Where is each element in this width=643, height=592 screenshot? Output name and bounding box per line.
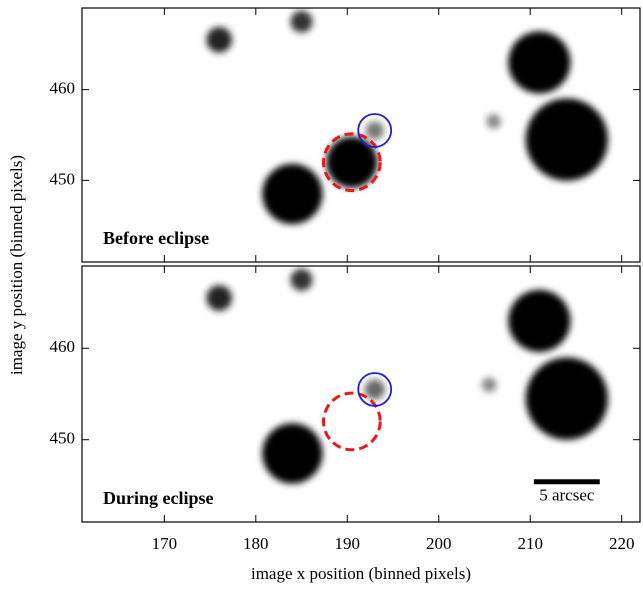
- x-axis-label: image x position (binned pixels): [251, 564, 471, 583]
- panel-label: Before eclipse: [103, 228, 209, 248]
- star: [262, 423, 323, 484]
- star: [525, 357, 608, 440]
- x-tick-label: 170: [152, 534, 178, 553]
- y-tick-label: 460: [50, 79, 76, 98]
- x-tick-label: 200: [426, 534, 452, 553]
- star: [262, 163, 323, 225]
- panel-frame: [81, 265, 641, 523]
- star: [206, 26, 233, 53]
- star: [508, 289, 571, 352]
- scale-bar-label: 5 arcsec: [539, 486, 595, 505]
- star: [525, 98, 608, 181]
- image-panel: [206, 268, 608, 484]
- star: [365, 121, 384, 140]
- star: [364, 379, 385, 400]
- star: [206, 285, 233, 311]
- star: [290, 268, 313, 291]
- star: [290, 10, 313, 33]
- y-tick-label: 460: [50, 337, 76, 356]
- star: [481, 377, 497, 393]
- star: [326, 136, 378, 188]
- x-tick-label: 190: [335, 534, 361, 553]
- y-tick-label: 450: [50, 429, 76, 448]
- x-tick-label: 220: [609, 534, 635, 553]
- aperture: [321, 132, 382, 193]
- x-tick-label: 210: [517, 534, 543, 553]
- x-tick-label: 180: [243, 534, 269, 553]
- aperture: [357, 113, 393, 148]
- panel-frame: [81, 7, 641, 263]
- aperture: [321, 391, 382, 452]
- image-panel: [206, 10, 608, 225]
- y-axis-label: image y position (binned pixels): [7, 155, 26, 375]
- panel-label: During eclipse: [103, 488, 214, 508]
- aperture: [357, 372, 393, 407]
- y-tick-label: 450: [50, 169, 76, 188]
- star: [508, 31, 571, 94]
- star: [486, 114, 501, 129]
